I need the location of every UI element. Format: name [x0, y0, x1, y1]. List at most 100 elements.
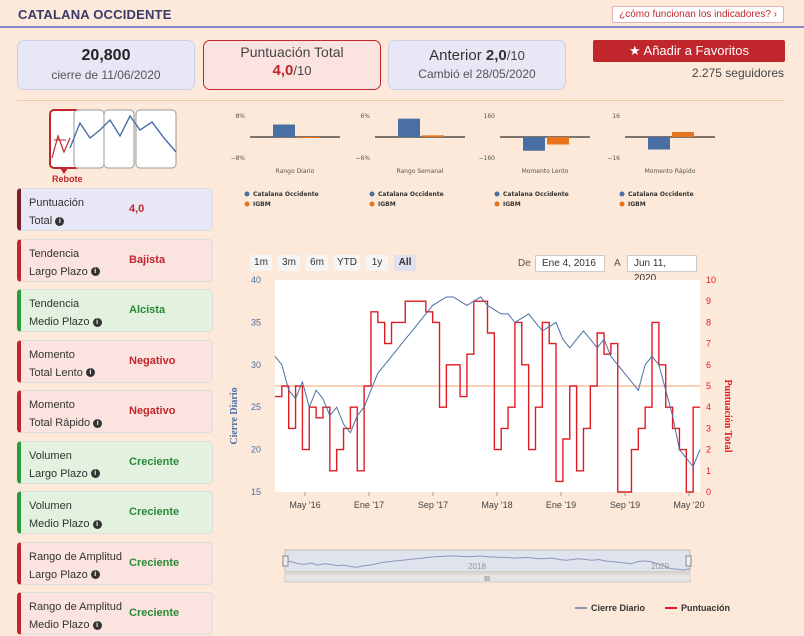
- indicator-value: Creciente: [129, 506, 180, 518]
- info-icon[interactable]: i: [93, 418, 103, 428]
- mini-bar-index: [297, 137, 319, 138]
- navigator-scrollbar[interactable]: [284, 573, 691, 583]
- range-button-3m[interactable]: 3m: [278, 255, 300, 271]
- indicator-value: 4,0: [129, 203, 145, 215]
- indicator-label-line2: Total Rápido: [29, 417, 91, 429]
- score-suffix: /10: [293, 63, 312, 78]
- indicator-label-line2: Largo Plazo: [29, 568, 88, 581]
- mini-bar-index: [422, 135, 444, 137]
- indicator-label-line2: Largo Plazo: [29, 265, 88, 278]
- date-to-label: A: [614, 258, 621, 269]
- legend-index: IGBM: [503, 201, 521, 208]
- indicator-5[interactable]: Volumen Largo Plazo i Creciente: [17, 440, 213, 484]
- indicator-0[interactable]: Puntuación Total i 4,0: [17, 188, 213, 231]
- y-tick-label: 35: [251, 317, 261, 327]
- pattern-thumbnails[interactable]: Rebote: [48, 108, 180, 184]
- info-icon[interactable]: i: [90, 570, 100, 580]
- mini-bottom-tick: −16: [607, 155, 620, 162]
- page-title: CATALANA OCCIDENTE: [18, 7, 172, 22]
- indicator-label-line1: Volumen: [29, 449, 72, 462]
- pattern-thumb-2[interactable]: [73, 109, 105, 169]
- score-value: 4,0: [272, 62, 294, 79]
- range-button-all[interactable]: All: [394, 255, 416, 271]
- y2-tick-label: 0: [706, 487, 711, 497]
- legend-dot-stock: [619, 191, 625, 197]
- indicator-6[interactable]: Volumen Medio Plazo i Creciente: [17, 491, 213, 534]
- pattern-thumb-3[interactable]: [103, 109, 135, 169]
- date-from-input[interactable]: Ene 4, 2016: [535, 255, 605, 272]
- indicator-label-line1: Rango de Amplitud: [29, 601, 122, 613]
- mini-top-tick: 16: [612, 113, 620, 120]
- navigator-price-line: [284, 555, 691, 571]
- pattern-thumb-4[interactable]: [135, 109, 177, 169]
- how-indicators-link[interactable]: ¿cómo funcionan los indicadores? ›: [612, 6, 784, 23]
- indicator-4[interactable]: Momento Total Rápido i Negativo: [17, 390, 213, 433]
- legend-stock: Catalana Occidente: [253, 191, 319, 198]
- indicator-value: Creciente: [129, 455, 180, 468]
- navigator-label: 2020: [651, 562, 669, 571]
- info-icon[interactable]: i: [90, 469, 100, 479]
- indicator-label: Rango de Amplitud Largo Plazo i: [29, 548, 122, 584]
- scrollbar-grip-icon[interactable]: III: [484, 576, 490, 583]
- pattern-price-line: [69, 114, 177, 153]
- indicator-label-line1: Rango de Amplitud: [29, 550, 122, 563]
- legend-dot-stock: [369, 191, 375, 197]
- range-button-1m[interactable]: 1m: [250, 255, 272, 271]
- mini-bar-index: [547, 137, 569, 145]
- indicator-label: Volumen Medio Plazo i: [29, 497, 102, 533]
- info-icon[interactable]: i: [90, 267, 100, 277]
- score-label: Puntuación Total: [240, 44, 344, 60]
- previous-label: Anterior: [429, 47, 482, 64]
- navigator-handle-right[interactable]: [685, 555, 692, 567]
- x-tick-label: May '16: [289, 500, 320, 510]
- mini-bar-stock: [523, 137, 545, 151]
- y2-tick-label: 2: [706, 445, 711, 455]
- mini-chart-2: 160 −160 Momento Lento Catalana Occidente IG…: [479, 113, 590, 208]
- selected-pointer-icon: [60, 168, 68, 174]
- series-price-line: [274, 296, 701, 468]
- indicator-label-line2: Medio Plazo: [29, 316, 90, 328]
- indicator-value: Bajista: [129, 253, 166, 266]
- range-button-6m[interactable]: 6m: [306, 255, 328, 271]
- y-tick-label: 25: [251, 402, 261, 412]
- indicator-3[interactable]: Momento Total Lento i Negativo: [17, 339, 213, 383]
- navigator-handle-left[interactable]: [282, 555, 289, 567]
- range-button-ytd[interactable]: YTD: [334, 255, 360, 271]
- followers-count: 2.275 seguidores: [691, 66, 784, 80]
- previous-card: Anterior 2,0/10 Cambió el 28/05/2020: [388, 40, 566, 90]
- main-chart[interactable]: 15 20 25 30 35 40 0 1 2 3 4 5 6 7 8 9 10 Cierre Diario Pun…: [225, 272, 745, 636]
- indicator-value: Creciente: [129, 556, 180, 569]
- mini-chart-0: 8% −8% Rango Diario Catalana Occidente IGBM: [230, 113, 340, 208]
- y2-tick-label: 1: [706, 466, 711, 476]
- info-icon[interactable]: i: [92, 317, 102, 327]
- info-icon[interactable]: i: [92, 519, 102, 529]
- indicator-8[interactable]: Rango de Amplitud Medio Plazo i Creciente: [17, 592, 213, 635]
- legend-label-price[interactable]: Cierre Diario: [591, 603, 646, 613]
- navigator[interactable]: [284, 549, 691, 573]
- legend-dot-stock: [244, 191, 250, 197]
- indicator-2[interactable]: Tendencia Medio Plazo i Alcista: [17, 289, 213, 332]
- info-icon[interactable]: i: [55, 216, 65, 226]
- info-icon[interactable]: i: [85, 368, 95, 378]
- indicator-1[interactable]: Tendencia Largo Plazo i Bajista: [17, 238, 213, 282]
- y2-tick-label: 4: [706, 402, 711, 412]
- score-line: 4,0/10: [204, 62, 380, 80]
- mini-bar-stock: [398, 118, 420, 137]
- x-tick-label: Sep '17: [418, 500, 448, 510]
- rebote-line: [51, 134, 71, 159]
- legend-stock: Catalana Occidente: [503, 191, 569, 198]
- range-button-1y[interactable]: 1y: [366, 255, 388, 271]
- add-favorites-button[interactable]: ★ Añadir a Favoritos: [593, 40, 785, 62]
- legend-dot-index: [369, 201, 375, 207]
- mini-top-tick: 6%: [360, 113, 370, 120]
- indicator-7[interactable]: Rango de Amplitud Largo Plazo i Creciente: [17, 541, 213, 585]
- legend-stock: Catalana Occidente: [628, 191, 694, 198]
- info-icon[interactable]: i: [92, 620, 102, 630]
- previous-line: Anterior 2,0/10: [389, 47, 565, 64]
- y-tick-label: 30: [251, 360, 261, 370]
- indicator-label-line1: Tendencia: [29, 247, 80, 260]
- close-date: cierre de 11/06/2020: [51, 68, 161, 82]
- date-to-input[interactable]: Jun 11, 2020: [627, 255, 697, 284]
- legend-label-score[interactable]: Puntuación: [681, 603, 730, 613]
